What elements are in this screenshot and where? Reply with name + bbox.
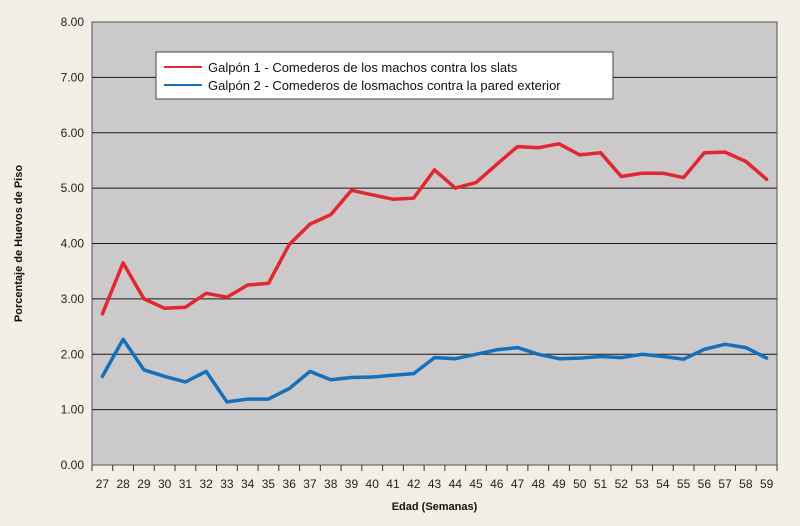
y-tick-label: 6.00 (61, 126, 85, 140)
y-tick-label: 7.00 (61, 70, 85, 84)
legend: Galpón 1 - Comederos de los machos contr… (155, 51, 614, 100)
x-tick-label: 46 (490, 477, 504, 491)
legend-label-series-1: Galpón 1 - Comederos de los machos contr… (208, 60, 518, 75)
y-tick-label: 2.00 (61, 347, 85, 361)
y-tick-label: 3.00 (61, 292, 85, 306)
x-tick-label: 32 (199, 477, 213, 491)
series-line-2 (100, 337, 769, 404)
x-axis-ticks (91, 465, 778, 471)
x-tick-label: 39 (345, 477, 359, 491)
x-tick-label: 59 (760, 477, 774, 491)
x-axis-title: Edad (Semanas) (392, 501, 478, 513)
x-tick-label: 51 (594, 477, 608, 491)
x-tick-label: 29 (137, 477, 151, 491)
x-tick-label: 55 (677, 477, 691, 491)
x-tick-label: 36 (283, 477, 297, 491)
legend-label-series-2: Galpón 2 - Comederos de losmachos contra… (208, 78, 561, 93)
x-tick-label: 42 (407, 477, 421, 491)
series-line-1 (100, 142, 769, 316)
x-tick-label: 48 (532, 477, 546, 491)
x-tick-label: 44 (449, 477, 463, 491)
x-tick-label: 37 (303, 477, 317, 491)
x-tick-label: 28 (116, 477, 130, 491)
x-tick-label: 56 (698, 477, 712, 491)
x-tick-label: 52 (615, 477, 629, 491)
y-tick-label: 1.00 (61, 403, 85, 417)
x-tick-label: 45 (469, 477, 483, 491)
x-tick-label: 58 (739, 477, 753, 491)
x-tick-label: 27 (96, 477, 110, 491)
x-tick-label: 35 (262, 477, 276, 491)
y-axis-tick-labels: 0.00 1.00 2.00 3.00 4.00 5.00 6.00 7.00 8.00 (61, 15, 85, 472)
x-tick-label: 49 (552, 477, 566, 491)
y-tick-label: 4.00 (61, 237, 85, 251)
series-lines (100, 142, 769, 404)
x-tick-label: 30 (158, 477, 172, 491)
plot-frame (91, 21, 778, 466)
x-tick-label: 33 (220, 477, 234, 491)
y-axis-title: Porcentaje de Huevos de Piso (13, 165, 25, 322)
x-tick-label: 47 (511, 477, 525, 491)
x-tick-label: 31 (179, 477, 193, 491)
x-tick-label: 40 (366, 477, 380, 491)
x-tick-label: 38 (324, 477, 338, 491)
x-axis-tick-labels: 27 28 29 30 31 32 33 34 35 36 37 38 39 40 41 42 43 44 45 46… (96, 477, 774, 491)
y-tick-label: 0.00 (61, 458, 85, 472)
legend-box (155, 51, 614, 100)
x-tick-label: 34 (241, 477, 255, 491)
x-tick-label: 53 (635, 477, 649, 491)
x-tick-label: 50 (573, 477, 587, 491)
y-tick-label: 5.00 (61, 181, 85, 195)
x-tick-label: 41 (386, 477, 400, 491)
x-tick-label: 57 (718, 477, 732, 491)
x-tick-label: 43 (428, 477, 442, 491)
x-tick-label: 54 (656, 477, 670, 491)
y-tick-label: 8.00 (61, 15, 85, 29)
